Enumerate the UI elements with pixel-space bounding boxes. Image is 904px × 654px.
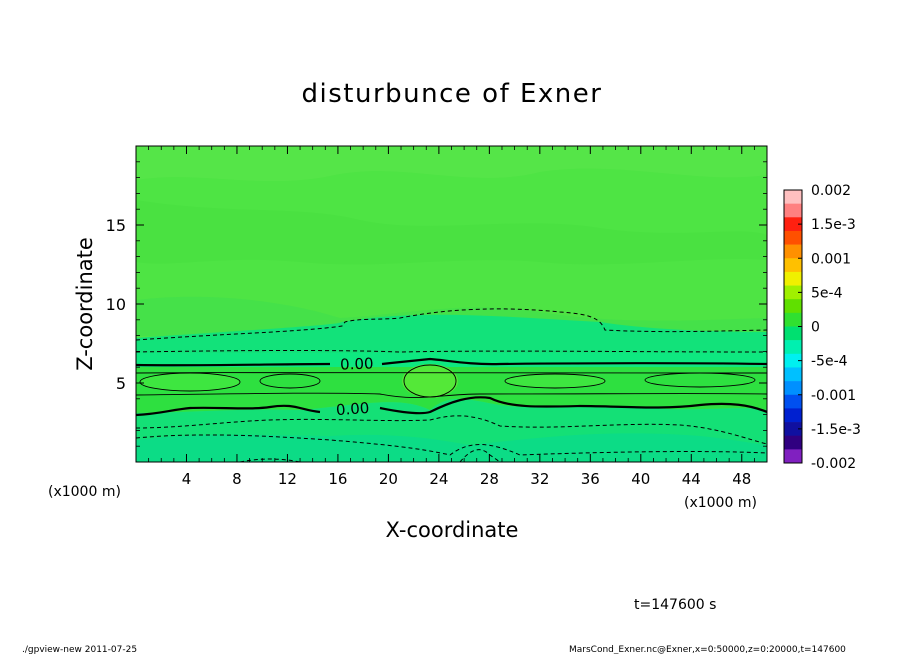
contour-dashed-floor (239, 449, 501, 462)
colorbar-segment (784, 422, 802, 436)
colorbar-label: -0.002 (811, 456, 856, 472)
colorbar-segment (784, 367, 802, 382)
colorbar-segment (784, 353, 802, 368)
x-tick-label: 44 (682, 470, 701, 488)
contour-right-small-ellipse (644, 372, 756, 388)
contour-center-ellipse (403, 364, 457, 398)
colorbar-label: 5e-4 (811, 285, 843, 301)
x-tick-label: 12 (278, 470, 297, 488)
colorbar-segment (784, 244, 802, 259)
colorbar-label: -5e-4 (811, 354, 848, 370)
colorbar-segment (784, 285, 802, 300)
colorbar-segment (784, 394, 802, 409)
contour-dashed-bottom (136, 434, 767, 456)
colorbar-segment (784, 190, 802, 204)
plot-area (136, 146, 767, 462)
x-tick-label: 4 (182, 470, 192, 488)
colorbar-segment (784, 230, 802, 245)
colorbar-label: -0.001 (811, 388, 856, 404)
colorbar-segment (784, 326, 802, 341)
contour-left-ellipse (139, 372, 241, 392)
x-tick-label: 16 (328, 470, 347, 488)
colorbar-labels: 0.002 1.5e-3 0.001 5e-4 0 -5e-4 -0.001 -1.5e-3 -… (798, 183, 861, 472)
y-tick-label: 5 (116, 374, 126, 393)
colorbar-segment (784, 299, 802, 314)
shade-band-left (140, 373, 240, 391)
shade-upper (136, 146, 767, 182)
colorbar-segment (784, 312, 802, 327)
colorbar-segment (784, 408, 802, 423)
chart-title: disturbunce of Exner (302, 79, 603, 109)
x-tick-label: 8 (232, 470, 242, 488)
contour-right-ellipse (504, 373, 606, 389)
x-tick-label: 36 (581, 470, 600, 488)
colorbar-segment (784, 381, 802, 396)
contour-dashed-upper (136, 308, 767, 341)
y-axis-ticks: 5 10 15 (106, 161, 767, 447)
contour-dashed-lower (136, 415, 767, 445)
x-tick-label: 40 (631, 470, 650, 488)
colorbar (783, 189, 803, 464)
y-axis-label: Z-coordinate (73, 237, 97, 371)
contour-zero-lower (136, 396, 767, 417)
shade-band-right (505, 374, 605, 388)
x-tick-label: 24 (429, 470, 448, 488)
contour-left-small-ellipse (259, 373, 321, 389)
x-unit-label-left: (x1000 m) (48, 484, 121, 500)
colorbar-label: 0.002 (811, 183, 851, 199)
contour-label-lower: 0.00 (335, 399, 370, 419)
footer-left: ./gpview-new 2011-07-25 (22, 645, 137, 654)
colorbar-label: 0.001 (811, 251, 851, 267)
shade-lower-deep (136, 433, 767, 462)
x-axis-ticks: 4 8 12 16 20 24 28 32 36 40 44 48 (148, 146, 755, 488)
shade-band-center (402, 364, 458, 398)
y-tick-label: 15 (106, 216, 126, 235)
x-unit-label-right: (x1000 m) (684, 495, 757, 511)
colorbar-segment (784, 435, 802, 450)
colorbar-label: 0 (811, 320, 820, 336)
colorbar-segment (784, 258, 802, 273)
colorbar-segment (784, 203, 802, 218)
footer-right: MarsCond_Exner.nc@Exner,x=0:50000,z=0:20… (569, 645, 846, 654)
colorbar-segment (784, 340, 802, 355)
x-axis-label: X-coordinate (386, 518, 519, 542)
colorbar-segment (784, 271, 802, 286)
contour-label-upper: 0.00 (340, 354, 374, 373)
time-label: t=147600 s (634, 597, 716, 613)
x-tick-label: 20 (379, 470, 398, 488)
colorbar-label: 1.5e-3 (811, 217, 856, 233)
colorbar-segment (784, 449, 802, 464)
y-tick-label: 10 (106, 295, 126, 314)
x-tick-label: 32 (530, 470, 549, 488)
shade-mid (136, 200, 767, 265)
shade-neg-band-top (136, 314, 767, 353)
colorbar-segment (784, 217, 802, 232)
x-tick-label: 28 (480, 470, 499, 488)
contour-zero-upper (136, 357, 767, 367)
x-tick-label: 48 (732, 470, 751, 488)
colorbar-label: -1.5e-3 (811, 422, 861, 438)
